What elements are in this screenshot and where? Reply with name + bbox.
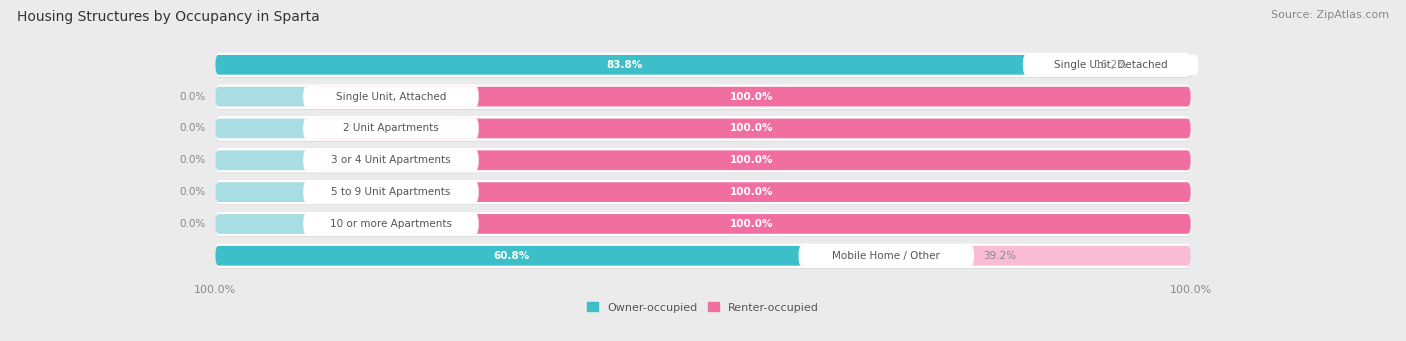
Text: 0.0%: 0.0%: [180, 155, 205, 165]
Text: 0.0%: 0.0%: [180, 187, 205, 197]
Text: 100.0%: 100.0%: [730, 123, 773, 133]
FancyBboxPatch shape: [215, 180, 1191, 205]
FancyBboxPatch shape: [215, 211, 1191, 237]
FancyBboxPatch shape: [314, 119, 1191, 138]
FancyBboxPatch shape: [215, 243, 1191, 269]
Text: 100.0%: 100.0%: [730, 219, 773, 229]
FancyBboxPatch shape: [304, 150, 478, 170]
FancyBboxPatch shape: [1022, 55, 1198, 75]
Text: Source: ZipAtlas.com: Source: ZipAtlas.com: [1271, 10, 1389, 20]
Legend: Owner-occupied, Renter-occupied: Owner-occupied, Renter-occupied: [582, 298, 824, 317]
FancyBboxPatch shape: [215, 211, 1191, 236]
FancyBboxPatch shape: [215, 182, 314, 202]
Text: 60.8%: 60.8%: [494, 251, 530, 261]
FancyBboxPatch shape: [215, 214, 314, 234]
Text: 83.8%: 83.8%: [606, 60, 643, 70]
FancyBboxPatch shape: [215, 84, 1191, 109]
FancyBboxPatch shape: [215, 150, 314, 170]
Text: Housing Structures by Occupancy in Sparta: Housing Structures by Occupancy in Spart…: [17, 10, 319, 24]
FancyBboxPatch shape: [314, 214, 1191, 234]
FancyBboxPatch shape: [215, 119, 314, 138]
FancyBboxPatch shape: [314, 150, 1191, 170]
Text: 39.2%: 39.2%: [983, 251, 1017, 261]
FancyBboxPatch shape: [215, 116, 1191, 141]
FancyBboxPatch shape: [215, 87, 314, 106]
Text: Mobile Home / Other: Mobile Home / Other: [832, 251, 941, 261]
FancyBboxPatch shape: [1032, 55, 1191, 75]
FancyBboxPatch shape: [304, 214, 478, 234]
Text: 3 or 4 Unit Apartments: 3 or 4 Unit Apartments: [332, 155, 451, 165]
Text: Single Unit, Attached: Single Unit, Attached: [336, 92, 446, 102]
Text: 0.0%: 0.0%: [180, 123, 205, 133]
FancyBboxPatch shape: [215, 148, 1191, 173]
FancyBboxPatch shape: [215, 84, 1191, 109]
FancyBboxPatch shape: [314, 87, 1191, 106]
FancyBboxPatch shape: [215, 116, 1191, 141]
Text: 16.2%: 16.2%: [1095, 60, 1128, 70]
Text: 2 Unit Apartments: 2 Unit Apartments: [343, 123, 439, 133]
FancyBboxPatch shape: [799, 246, 974, 266]
FancyBboxPatch shape: [215, 53, 1191, 77]
Text: 100.0%: 100.0%: [730, 92, 773, 102]
FancyBboxPatch shape: [215, 148, 1191, 173]
FancyBboxPatch shape: [808, 246, 1191, 266]
Text: 5 to 9 Unit Apartments: 5 to 9 Unit Apartments: [332, 187, 451, 197]
FancyBboxPatch shape: [304, 118, 478, 139]
FancyBboxPatch shape: [314, 182, 1191, 202]
FancyBboxPatch shape: [304, 182, 478, 202]
Text: 0.0%: 0.0%: [180, 219, 205, 229]
FancyBboxPatch shape: [215, 243, 1191, 268]
Text: 100.0%: 100.0%: [730, 187, 773, 197]
Text: 10 or more Apartments: 10 or more Apartments: [330, 219, 451, 229]
FancyBboxPatch shape: [304, 86, 478, 107]
FancyBboxPatch shape: [215, 180, 1191, 205]
Text: Single Unit, Detached: Single Unit, Detached: [1053, 60, 1167, 70]
FancyBboxPatch shape: [215, 246, 808, 266]
Text: 100.0%: 100.0%: [730, 155, 773, 165]
FancyBboxPatch shape: [215, 53, 1191, 78]
FancyBboxPatch shape: [215, 55, 1032, 75]
Text: 0.0%: 0.0%: [180, 92, 205, 102]
